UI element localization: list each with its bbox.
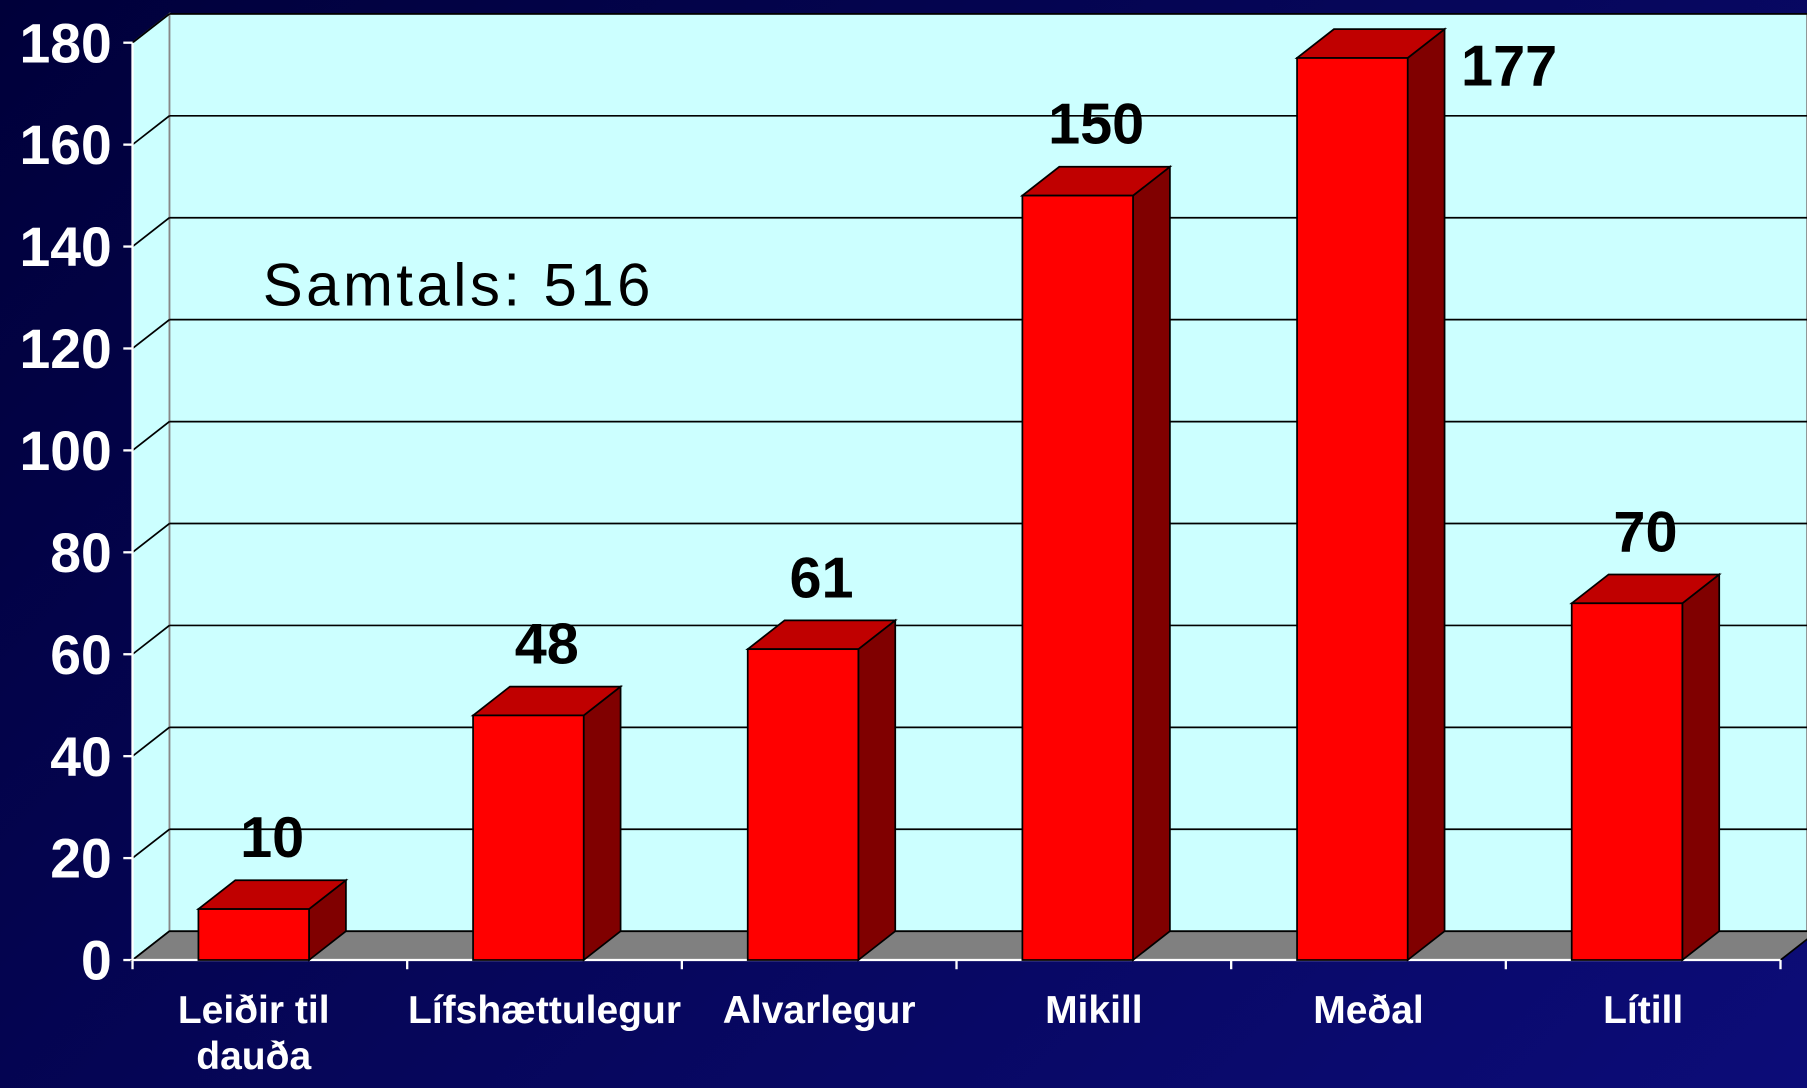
y-tick-label: 100: [20, 420, 112, 482]
bar: [1296, 57, 1409, 961]
x-tick-label: Lítill: [1603, 988, 1684, 1032]
floor: [130, 930, 1807, 961]
value-label: 150: [1048, 93, 1144, 157]
x-tick-label: Leiðir til dauða: [177, 988, 330, 1078]
y-tick-label: 160: [20, 114, 112, 176]
bar: [1570, 602, 1684, 961]
y-tick-label: 40: [50, 726, 112, 788]
bar: [197, 908, 310, 961]
y-tick-label: 60: [50, 624, 112, 686]
y-tick-label: 180: [20, 12, 112, 74]
value-label: 61: [789, 546, 853, 610]
y-tick-label: 0: [81, 930, 112, 992]
annotation: Samtals: 516: [263, 251, 654, 318]
bar-side: [1681, 572, 1721, 962]
x-tick-label: Meðal: [1313, 988, 1424, 1032]
y-tick-label: 20: [50, 828, 112, 890]
y-tick-label: 140: [20, 216, 112, 278]
grid-line-side: [131, 318, 170, 350]
bar: [746, 648, 860, 961]
grid-line-side: [131, 726, 170, 757]
bar-side: [582, 684, 622, 962]
grid-line-side: [131, 522, 170, 554]
y-tick-label: 120: [20, 318, 112, 380]
bar-side: [1406, 27, 1446, 962]
grid-line-side: [131, 828, 170, 859]
grid-line-side: [131, 624, 170, 655]
grid-line-side: [131, 217, 170, 248]
grid-line-side: [131, 13, 170, 44]
value-label: 10: [240, 806, 304, 870]
bar: [1021, 194, 1134, 961]
x-tick-label: Alvarlegur: [722, 988, 916, 1032]
grid-line-side: [131, 420, 170, 452]
side-wall: [131, 12, 171, 962]
bar-side: [857, 618, 897, 962]
value-label: 177: [1461, 35, 1557, 99]
bar: [472, 714, 585, 961]
grid-line-side: [131, 115, 170, 146]
value-label: 48: [515, 613, 579, 677]
bar-side: [1132, 165, 1171, 962]
back-wall: [168, 13, 1807, 933]
value-label: 70: [1613, 500, 1677, 564]
x-tick-label: Mikill: [1045, 988, 1143, 1032]
y-tick-label: 80: [50, 522, 112, 584]
x-tick-label: Lífshættulegur: [408, 988, 681, 1032]
